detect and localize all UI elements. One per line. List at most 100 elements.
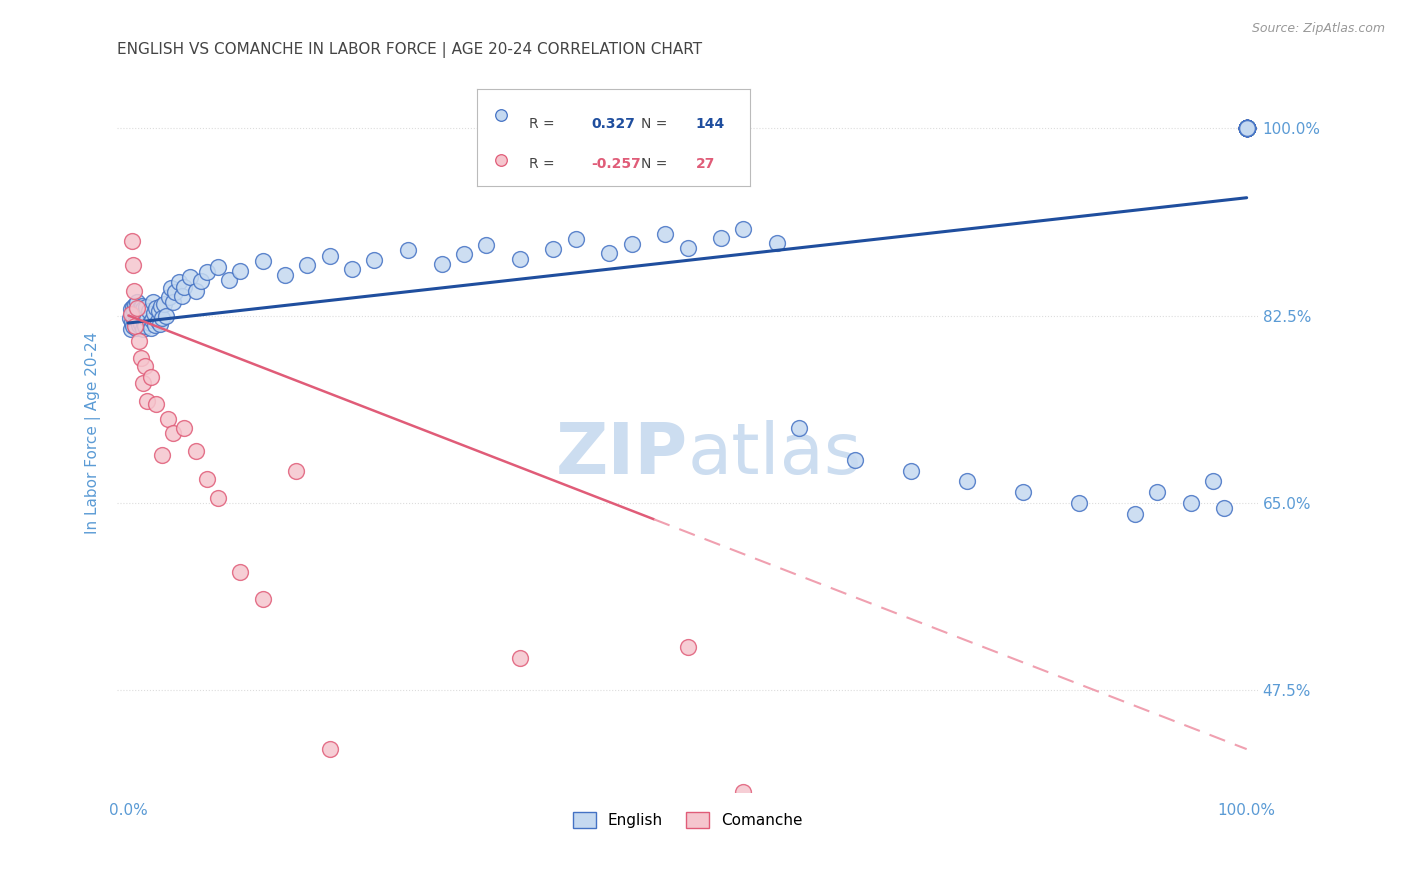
Point bbox=[173, 279, 195, 293]
Point bbox=[1236, 121, 1258, 136]
Point bbox=[156, 412, 179, 426]
Point bbox=[1236, 121, 1258, 136]
Point bbox=[145, 397, 167, 411]
Point bbox=[1236, 121, 1258, 136]
Point bbox=[1236, 121, 1258, 136]
Point bbox=[125, 310, 148, 324]
Point bbox=[1236, 121, 1258, 136]
Point bbox=[120, 301, 142, 316]
Point bbox=[1236, 121, 1258, 136]
Point bbox=[134, 359, 156, 373]
Point bbox=[162, 426, 184, 441]
Point bbox=[122, 258, 145, 272]
Point bbox=[122, 304, 145, 318]
Point bbox=[122, 300, 145, 314]
Point bbox=[139, 321, 162, 335]
Point bbox=[598, 246, 620, 260]
Point bbox=[229, 566, 252, 580]
Point bbox=[136, 311, 159, 326]
Point bbox=[150, 448, 173, 462]
Point bbox=[1236, 121, 1258, 136]
Point bbox=[297, 258, 319, 272]
Point bbox=[128, 334, 150, 349]
Point bbox=[252, 592, 274, 607]
Point bbox=[195, 264, 218, 278]
Point bbox=[122, 311, 145, 326]
Point bbox=[124, 316, 146, 330]
Point bbox=[564, 232, 586, 246]
Point bbox=[396, 243, 419, 257]
Point bbox=[1236, 121, 1258, 136]
Y-axis label: In Labor Force | Age 20-24: In Labor Force | Age 20-24 bbox=[86, 332, 101, 534]
Point bbox=[900, 464, 922, 478]
Point bbox=[153, 296, 176, 310]
Point bbox=[127, 301, 149, 315]
Point bbox=[1236, 121, 1258, 136]
Point bbox=[733, 221, 755, 235]
Point bbox=[1012, 485, 1035, 500]
Point bbox=[136, 394, 159, 409]
Point bbox=[1236, 121, 1258, 136]
Point bbox=[319, 248, 342, 262]
Point bbox=[1123, 507, 1146, 521]
Point bbox=[195, 472, 218, 486]
Point bbox=[131, 310, 153, 325]
Point bbox=[1236, 121, 1258, 136]
Point bbox=[363, 252, 385, 267]
Point bbox=[127, 294, 149, 309]
Point bbox=[135, 300, 157, 314]
Point bbox=[285, 464, 308, 478]
Point bbox=[184, 284, 207, 298]
Point bbox=[1236, 121, 1258, 136]
Point bbox=[134, 319, 156, 334]
Point bbox=[676, 241, 699, 255]
Point bbox=[1236, 121, 1258, 136]
Point bbox=[124, 319, 146, 334]
Point bbox=[1236, 121, 1258, 136]
Point bbox=[131, 299, 153, 313]
Point bbox=[1236, 121, 1258, 136]
Point bbox=[1236, 121, 1258, 136]
Point bbox=[128, 306, 150, 320]
Point bbox=[218, 273, 240, 287]
Text: atlas: atlas bbox=[688, 420, 862, 490]
Point bbox=[252, 253, 274, 268]
Point bbox=[1236, 121, 1258, 136]
Point bbox=[143, 318, 166, 333]
Point bbox=[122, 284, 145, 298]
Text: ZIP: ZIP bbox=[555, 420, 688, 490]
Point bbox=[121, 234, 143, 248]
Point bbox=[162, 294, 184, 309]
Point bbox=[1236, 121, 1258, 136]
Point bbox=[128, 314, 150, 328]
Point bbox=[129, 304, 152, 318]
Point bbox=[1236, 121, 1258, 136]
Point bbox=[1236, 121, 1258, 136]
Point bbox=[160, 280, 183, 294]
Point bbox=[1067, 496, 1090, 510]
Point bbox=[274, 268, 297, 282]
Point bbox=[453, 247, 475, 261]
Point bbox=[1236, 121, 1258, 136]
Point bbox=[1236, 121, 1258, 136]
Point bbox=[340, 262, 363, 277]
Point bbox=[676, 640, 699, 655]
Point bbox=[149, 299, 172, 313]
Point bbox=[654, 227, 676, 241]
Point bbox=[1236, 121, 1258, 136]
Point bbox=[179, 269, 201, 284]
Point bbox=[143, 306, 166, 320]
Point bbox=[132, 322, 155, 336]
Point bbox=[1236, 121, 1258, 136]
Point bbox=[121, 315, 143, 329]
Point bbox=[1236, 121, 1258, 136]
Point bbox=[1236, 121, 1258, 136]
Point bbox=[142, 294, 165, 309]
Point bbox=[184, 444, 207, 458]
Point bbox=[120, 307, 142, 321]
Point bbox=[129, 317, 152, 331]
Point bbox=[146, 314, 169, 328]
Point bbox=[430, 257, 453, 271]
Point bbox=[120, 322, 142, 336]
Point bbox=[138, 316, 160, 330]
